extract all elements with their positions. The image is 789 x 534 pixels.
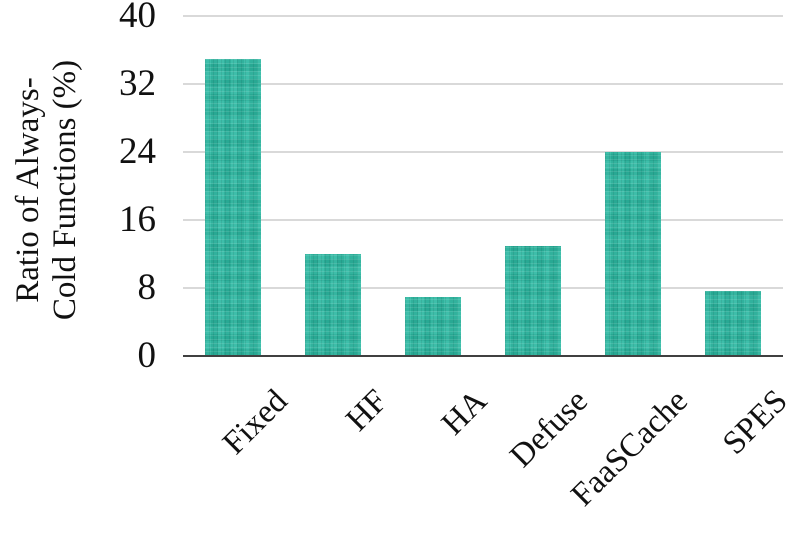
y-tick-label-16: 16 xyxy=(119,199,156,240)
bar-faascache xyxy=(605,152,661,356)
bar-defuse xyxy=(505,245,561,356)
x-tick-label-hf: HF xyxy=(339,383,395,439)
x-tick-label-defuse: Defuse xyxy=(502,383,595,475)
gridline-y-40 xyxy=(183,15,783,17)
bar-ha xyxy=(405,297,461,356)
y-tick-label-0: 0 xyxy=(137,335,157,376)
bar-hf xyxy=(305,254,361,356)
gridline-y-32 xyxy=(183,83,783,85)
y-tick-label-40: 40 xyxy=(119,0,156,36)
y-tick-label-32: 32 xyxy=(119,63,156,104)
y-tick-label-8: 8 xyxy=(137,267,157,308)
gridline-y-24 xyxy=(183,151,783,153)
gridline-y-16 xyxy=(183,219,783,221)
x-tick-label-fixed: Fixed xyxy=(215,383,295,462)
x-axis-line xyxy=(183,355,783,357)
bar-fixed xyxy=(205,58,261,356)
x-tick-label-spes: SPES xyxy=(715,383,789,462)
y-tick-label-24: 24 xyxy=(119,131,156,172)
gridline-y-8 xyxy=(183,287,783,289)
x-tick-label-ha: HA xyxy=(435,383,495,443)
bar-spes xyxy=(705,290,761,356)
